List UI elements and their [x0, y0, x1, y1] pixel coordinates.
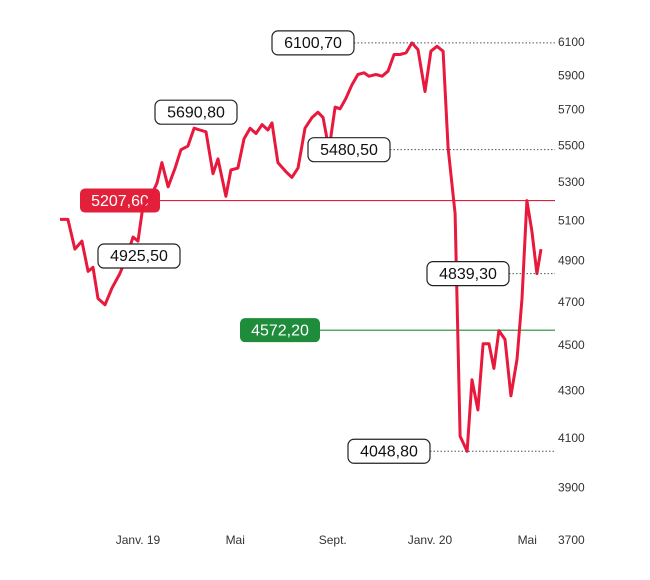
y-tick-label: 4300 [558, 383, 585, 397]
annotation-label: 4048,80 [360, 443, 418, 460]
x-tick-label: Janv. 19 [116, 533, 161, 547]
y-tick-label: 5500 [558, 138, 585, 152]
reference-label-box [80, 188, 160, 213]
annotation-label: 5690,80 [167, 104, 225, 121]
x-tick-label: Sept. [319, 533, 347, 547]
reference-label: 4572,20 [251, 322, 309, 339]
y-tick-label: 5900 [558, 68, 585, 82]
annotation-box [97, 243, 181, 269]
y-tick-label: 3900 [558, 481, 585, 495]
y-tick-label: 3700 [558, 533, 585, 547]
y-tick-label: 6100 [558, 35, 585, 49]
price-line [60, 41, 543, 453]
y-tick-label: 5300 [558, 175, 585, 189]
y-tick-label: 5100 [558, 214, 585, 228]
annotation-box [154, 99, 238, 125]
reference-label: 5207,60 [91, 193, 149, 210]
y-tick-label: 4500 [558, 338, 585, 352]
annotation-box [426, 261, 510, 287]
annotation-box [347, 438, 431, 464]
x-tick-label: Janv. 20 [408, 533, 453, 547]
y-tick-label: 4700 [558, 295, 585, 309]
annotation-label: 4925,50 [110, 248, 168, 265]
x-tick-label: Mai [226, 533, 245, 547]
reference-label-box [240, 318, 320, 343]
annotation-box [307, 137, 391, 163]
annotation-label: 6100,70 [284, 35, 342, 52]
annotation-label: 5480,50 [320, 142, 378, 159]
annotation-box [271, 30, 355, 56]
annotation-label: 4839,30 [439, 266, 497, 283]
y-tick-label: 4100 [558, 431, 585, 445]
y-tick-label: 4900 [558, 253, 585, 267]
x-tick-label: Mai [518, 533, 537, 547]
y-tick-label: 5700 [558, 103, 585, 117]
